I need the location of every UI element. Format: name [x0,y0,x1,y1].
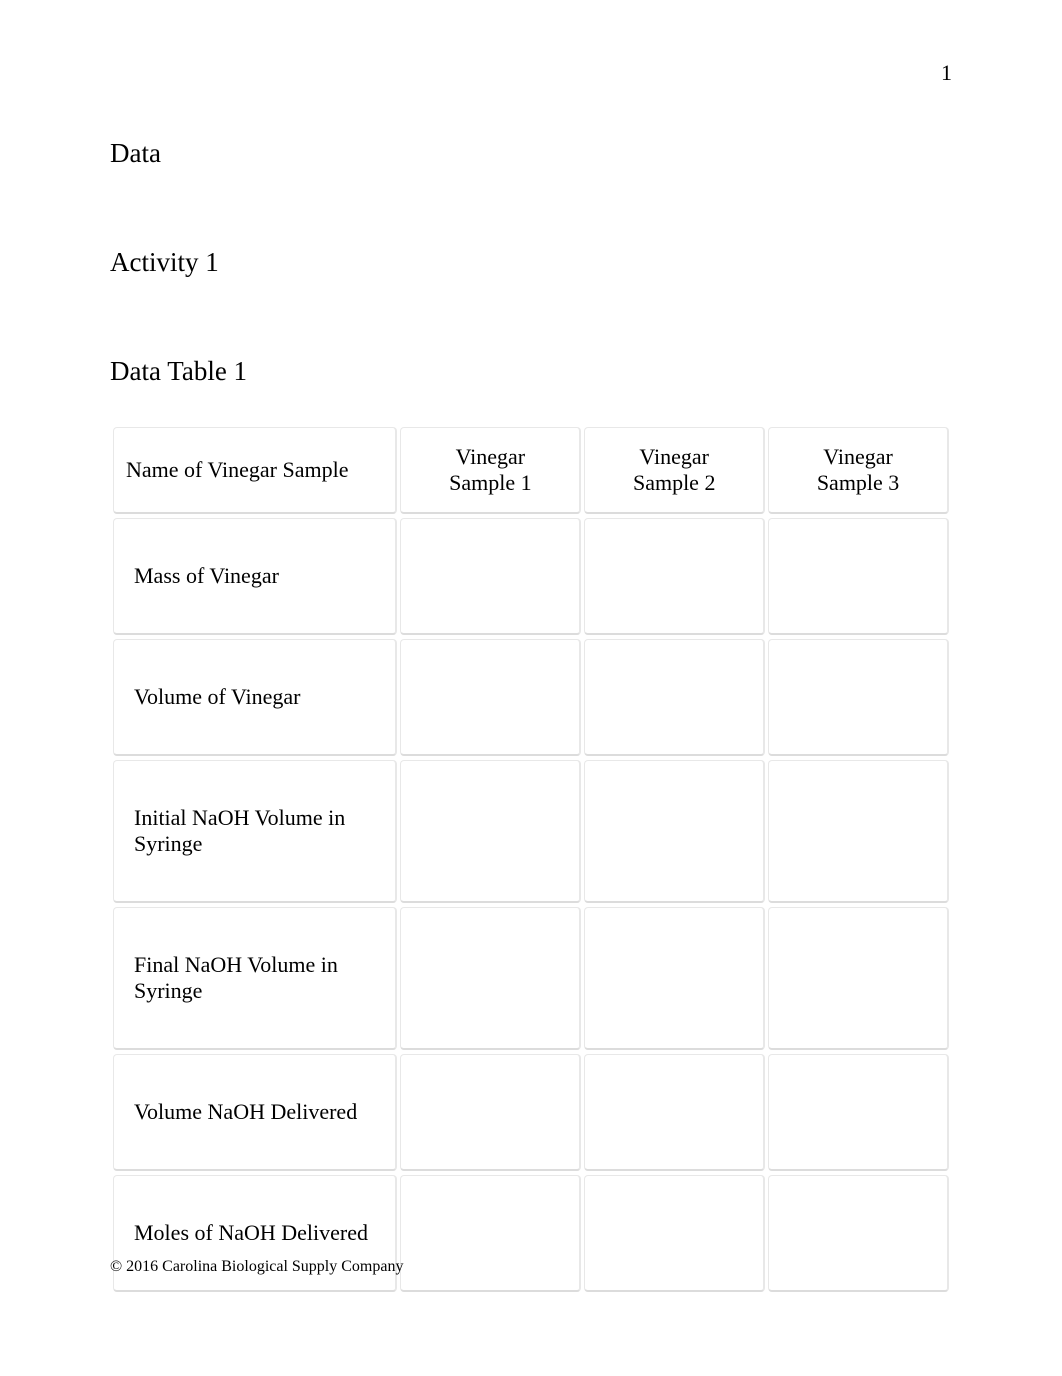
data-cell [584,1175,765,1292]
table-header-row: Name of Vinegar Sample Vinegar Sample 1 … [113,427,949,514]
data-cell [768,518,949,635]
data-table-1: Name of Vinegar Sample Vinegar Sample 1 … [110,423,952,1296]
data-cell [768,639,949,756]
data-cell [584,760,765,903]
footer-copyright: © 2016 Carolina Biological Supply Compan… [110,1258,403,1276]
data-cell [400,907,581,1050]
header-sample-1: Vinegar Sample 1 [400,427,581,514]
table-row: Initial NaOH Volume in Syringe [113,760,949,903]
table-row: Mass of Vinegar [113,518,949,635]
row-label-mass: Mass of Vinegar [113,518,397,635]
data-cell [400,760,581,903]
row-label-volume-vinegar: Volume of Vinegar [113,639,397,756]
row-label-volume-naoh-delivered: Volume NaOH Delivered [113,1054,397,1171]
data-cell [768,1175,949,1292]
data-cell [584,639,765,756]
row-label-initial-naoh: Initial NaOH Volume in Syringe [113,760,397,903]
row-label-final-naoh: Final NaOH Volume in Syringe [113,907,397,1050]
header-name-of-sample: Name of Vinegar Sample [113,427,397,514]
page-number: 1 [941,60,952,86]
data-cell [400,639,581,756]
table-row: Final NaOH Volume in Syringe [113,907,949,1050]
table-row: Volume NaOH Delivered [113,1054,949,1171]
heading-data: Data [110,138,952,169]
data-cell [584,907,765,1050]
header-sample-2: Vinegar Sample 2 [584,427,765,514]
data-cell [768,1054,949,1171]
data-cell [768,760,949,903]
table-row: Volume of Vinegar [113,639,949,756]
data-cell [400,518,581,635]
heading-table-title: Data Table 1 [110,356,952,387]
data-cell [400,1175,581,1292]
header-sample-3: Vinegar Sample 3 [768,427,949,514]
data-cell [768,907,949,1050]
data-cell [400,1054,581,1171]
data-cell [584,1054,765,1171]
heading-activity: Activity 1 [110,247,952,278]
data-cell [584,518,765,635]
